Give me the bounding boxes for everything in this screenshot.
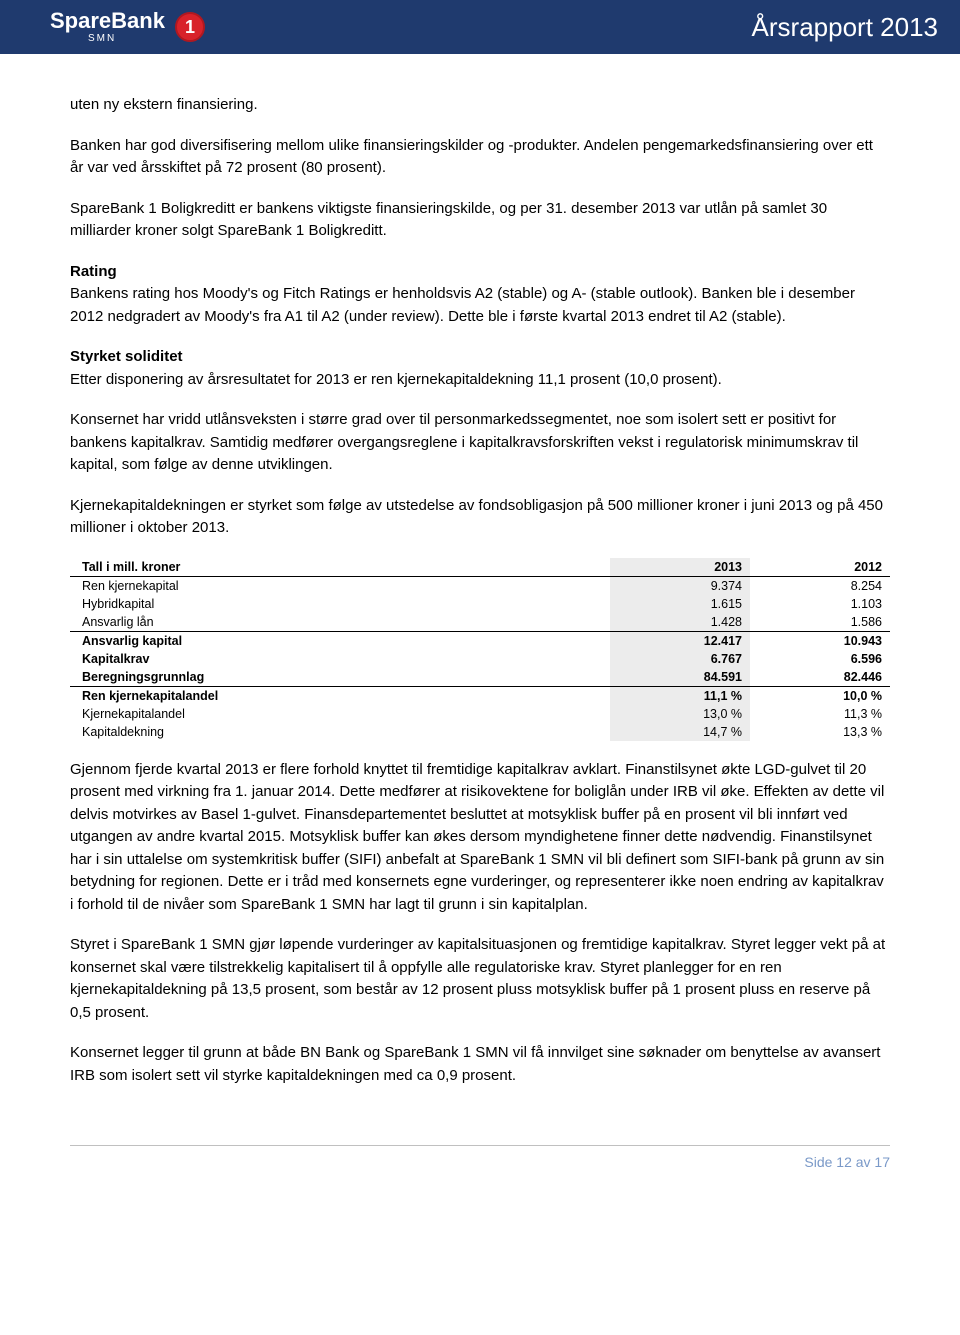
table-cell-2012: 10.943 [750,631,890,650]
table-cell-2013: 84.591 [610,668,750,687]
table-cell-2013: 11,1 % [610,686,750,705]
table-cell-2012: 1.103 [750,595,890,613]
table-cell-2012: 6.596 [750,650,890,668]
table-row: Kapitalkrav6.7676.596 [70,650,890,668]
table-row: Hybridkapital1.6151.103 [70,595,890,613]
table-cell-label: Kapitaldekning [70,723,610,741]
brand-logo: SpareBank SMN 1 [50,10,205,44]
table-row: Kjernekapitalandel13,0 %11,3 % [70,705,890,723]
paragraph: Konsernet legger til grunn at både BN Ba… [70,1042,890,1087]
page-footer: Side 12 av 17 [70,1145,890,1190]
table-cell-2012: 1.586 [750,613,890,632]
table-header-row: Tall i mill. kroner 2013 2012 [70,558,890,577]
table-cell-2012: 11,3 % [750,705,890,723]
table-header-2012: 2012 [750,558,890,577]
table-cell-2013: 12.417 [610,631,750,650]
paragraph: uten ny ekstern finansiering. [70,94,890,117]
table-cell-2012: 10,0 % [750,686,890,705]
table-row: Kapitaldekning14,7 %13,3 % [70,723,890,741]
table-header-2013: 2013 [610,558,750,577]
table-cell-label: Ren kjernekapital [70,576,610,595]
table-row: Ansvarlig kapital12.41710.943 [70,631,890,650]
table-row: Beregningsgrunnlag84.59182.446 [70,668,890,687]
brand-logo-text: SpareBank SMN [50,10,165,44]
section-heading: Rating [70,263,117,280]
table-cell-label: Ren kjernekapitalandel [70,686,610,705]
report-title: Årsrapport 2013 [752,12,938,43]
page-header: SpareBank SMN 1 Årsrapport 2013 [0,0,960,54]
table-row: Ansvarlig lån1.4281.586 [70,613,890,632]
paragraph: Gjennom fjerde kvartal 2013 er flere for… [70,759,890,917]
table-cell-2013: 14,7 % [610,723,750,741]
section-rating: Rating Bankens rating hos Moody's og Fit… [70,261,890,329]
table-cell-label: Hybridkapital [70,595,610,613]
table-row: Ren kjernekapital9.3748.254 [70,576,890,595]
brand-badge-icon: 1 [175,12,205,42]
paragraph: Konsernet har vridd utlånsveksten i stør… [70,409,890,477]
table-cell-2012: 13,3 % [750,723,890,741]
table-cell-2013: 9.374 [610,576,750,595]
section-soliditet: Styrket soliditet Etter disponering av å… [70,346,890,391]
capital-table: Tall i mill. kroner 2013 2012 Ren kjerne… [70,558,890,741]
document-body: uten ny ekstern finansiering. Banken har… [0,54,960,1115]
brand-sub-text: SMN [88,34,165,44]
paragraph: Styret i SpareBank 1 SMN gjør løpende vu… [70,934,890,1024]
paragraph-text: Bankens rating hos Moody's og Fitch Rati… [70,285,855,325]
table-cell-2013: 6.767 [610,650,750,668]
paragraph: Kjernekapitaldekningen er styrket som fø… [70,495,890,540]
brand-badge-text: 1 [185,17,195,38]
paragraph: SpareBank 1 Boligkreditt er bankens vikt… [70,198,890,243]
table-cell-2012: 8.254 [750,576,890,595]
page-number: Side 12 av 17 [804,1154,890,1170]
table-cell-2013: 13,0 % [610,705,750,723]
table-header-label: Tall i mill. kroner [70,558,610,577]
paragraph: Banken har god diversifisering mellom ul… [70,135,890,180]
table-cell-label: Beregningsgrunnlag [70,668,610,687]
table-cell-label: Ansvarlig lån [70,613,610,632]
table-cell-label: Kjernekapitalandel [70,705,610,723]
section-heading: Styrket soliditet [70,348,183,365]
brand-main-text: SpareBank [50,10,165,32]
table-cell-2013: 1.615 [610,595,750,613]
paragraph-text: Etter disponering av årsresultatet for 2… [70,371,722,388]
table-row: Ren kjernekapitalandel11,1 %10,0 % [70,686,890,705]
table-cell-label: Kapitalkrav [70,650,610,668]
table-cell-2012: 82.446 [750,668,890,687]
table-cell-2013: 1.428 [610,613,750,632]
table-cell-label: Ansvarlig kapital [70,631,610,650]
